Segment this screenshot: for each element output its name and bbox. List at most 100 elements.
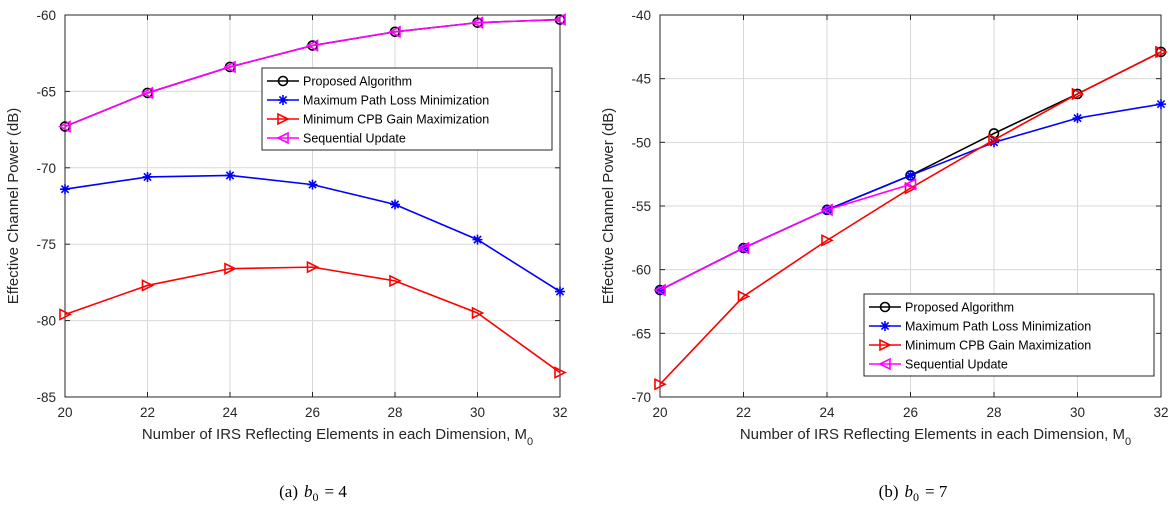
- data-point: [737, 290, 751, 303]
- y-tick-label: -60: [36, 8, 56, 23]
- x-axis-label-subscript: 0: [1125, 436, 1131, 448]
- series-maxpathloss: [60, 170, 565, 297]
- chart-panel-b: 20 22 24 26 28 30 32 -40 -45 -50 -55 -60 -65 -70 Effe…: [600, 8, 1169, 504]
- data-point: [1155, 45, 1168, 59]
- data-point: [821, 234, 834, 247]
- chart-panel-a: 20 22 24 26 28 30 32 -60 -65 -70 -75 -80 -85 Effecti…: [5, 8, 568, 504]
- data-point: [903, 178, 917, 191]
- data-point: [60, 184, 70, 195]
- axis-ticks: 20 22 24 26 28 30 32 -40 -45 -50 -55 -60 -65 -70: [631, 8, 1168, 420]
- data-point: [1072, 113, 1083, 124]
- y-tick-label: -50: [631, 135, 651, 150]
- data-point: [58, 120, 71, 133]
- legend-marker: [879, 338, 892, 352]
- x-axis-label-subscript: 0: [527, 436, 533, 448]
- y-axis-label: Effective Channel Power (dB): [600, 108, 617, 305]
- data-point: [224, 262, 237, 275]
- y-tick-label: -55: [631, 199, 651, 214]
- x-tick-label: 20: [652, 405, 667, 420]
- series-lines: [58, 13, 567, 379]
- y-axis-label: Effective Channel Power (dB): [5, 108, 22, 305]
- x-tick-label: 20: [57, 405, 72, 420]
- caption-prefix: (b): [879, 482, 899, 501]
- data-point: [306, 260, 320, 274]
- series-sequential: [58, 13, 566, 133]
- data-point: [553, 13, 566, 26]
- caption-b: (b) b0 = 7: [879, 482, 948, 504]
- caption-sub: 0: [913, 490, 919, 504]
- data-point: [472, 234, 483, 245]
- legend-marker: [278, 95, 288, 105]
- data-point: [389, 274, 402, 288]
- y-tick-label: -65: [36, 84, 56, 99]
- series-line: [64, 266, 561, 374]
- x-axis-label-main: Number of IRS Reflecting Elements in eac…: [142, 426, 527, 443]
- legend-marker: [277, 112, 290, 126]
- x-axis-label-main: Number of IRS Reflecting Elements in eac…: [740, 426, 1125, 443]
- y-tick-label: -45: [631, 72, 651, 87]
- data-point: [141, 279, 155, 292]
- legend: Proposed Algorithm Maximum Path Loss Mini…: [261, 67, 553, 151]
- y-tick-label: -65: [631, 326, 651, 341]
- data-point: [554, 366, 567, 379]
- x-tick-label: 28: [387, 405, 402, 420]
- legend-box: [863, 293, 1155, 377]
- legend-item: Sequential Update: [267, 132, 406, 146]
- series-line: [659, 51, 1162, 385]
- data-point: [1156, 99, 1166, 110]
- data-point: [388, 25, 401, 39]
- series-lines: [653, 45, 1168, 391]
- data-point: [904, 181, 918, 195]
- legend-label: Maximum Path Loss Minimization: [303, 94, 489, 108]
- x-tick-label: 26: [903, 405, 918, 420]
- axis-ticks: 20 22 24 26 28 30 32 -60 -65 -70 -75 -80 -85: [36, 8, 567, 420]
- x-axis-label: Number of IRS Reflecting Elements in eac…: [142, 426, 533, 448]
- data-point: [307, 179, 318, 190]
- x-tick-label: 22: [736, 405, 751, 420]
- legend-item: Proposed Algorithm: [267, 75, 412, 89]
- x-tick-label: 32: [1153, 405, 1168, 420]
- legend-item: Maximum Path Loss Minimization: [267, 94, 489, 108]
- data-point: [223, 60, 236, 74]
- data-point: [905, 170, 916, 181]
- y-tick-label: -40: [631, 8, 651, 23]
- series-mincpb: [59, 260, 567, 379]
- y-tick-label: -80: [36, 314, 56, 329]
- legend-marker: [276, 131, 289, 145]
- y-tick-label: -75: [36, 237, 56, 252]
- data-point: [654, 377, 667, 391]
- data-point: [225, 170, 235, 181]
- data-point: [140, 86, 154, 100]
- legend-item: Minimum CPB Gain Maximization: [869, 339, 1091, 353]
- caption-var: b: [904, 482, 913, 501]
- legend-marker: [878, 357, 891, 371]
- data-point: [305, 39, 319, 52]
- caption-var: b: [304, 482, 313, 501]
- caption-sub: 0: [313, 490, 319, 504]
- data-point: [736, 241, 750, 255]
- data-point: [471, 306, 485, 320]
- legend-label: Sequential Update: [905, 358, 1008, 372]
- x-tick-label: 24: [222, 405, 238, 420]
- caption-prefix: (a): [279, 482, 298, 501]
- y-tick-label: -70: [36, 161, 56, 176]
- series-line: [659, 183, 911, 291]
- data-point: [470, 16, 484, 29]
- legend-label: Proposed Algorithm: [905, 301, 1014, 315]
- legend-label: Minimum CPB Gain Maximization: [303, 113, 489, 127]
- data-point: [1071, 87, 1085, 101]
- x-tick-label: 32: [552, 405, 567, 420]
- x-tick-label: 24: [819, 405, 835, 420]
- legend-item: Maximum Path Loss Minimization: [869, 320, 1091, 334]
- data-point: [555, 286, 565, 297]
- data-point: [820, 203, 833, 217]
- legend-item: Proposed Algorithm: [869, 301, 1014, 315]
- series-sequential: [653, 178, 917, 297]
- legend-item: Minimum CPB Gain Maximization: [267, 113, 489, 127]
- legend-label: Proposed Algorithm: [303, 75, 412, 89]
- legend-marker: [879, 301, 891, 313]
- x-tick-label: 30: [470, 405, 485, 420]
- caption-a: (a) b0 = 4: [279, 482, 347, 504]
- data-point: [59, 308, 72, 321]
